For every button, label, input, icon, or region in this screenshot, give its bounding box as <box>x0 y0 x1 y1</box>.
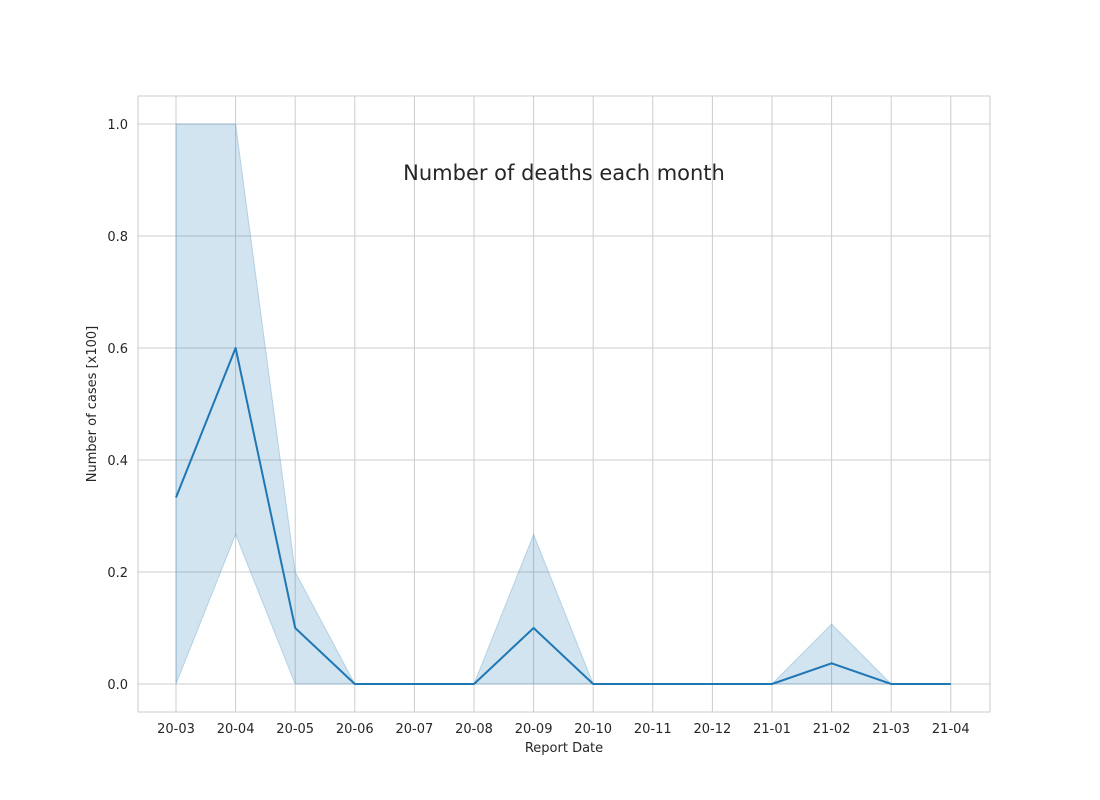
series-lines <box>175 347 951 685</box>
x-tick-label: 21-02 <box>813 722 851 737</box>
x-tick-label: 20-11 <box>634 722 672 737</box>
plot-area <box>137 95 991 713</box>
x-tick-label: 20-06 <box>336 722 374 737</box>
x-tick-label: 20-09 <box>515 722 553 737</box>
x-tick-label: 20-08 <box>455 722 493 737</box>
x-tick-label: 20-07 <box>396 722 434 737</box>
x-tick-label: 20-12 <box>694 722 732 737</box>
y-tick-label: 0.4 <box>107 454 128 469</box>
y-tick-label: 0.2 <box>107 566 128 581</box>
y-axis-label: Number of cases [x100] <box>85 326 100 482</box>
y-tick-label: 1.0 <box>107 118 128 133</box>
x-tick-label: 20-05 <box>276 722 314 737</box>
y-gridlines <box>138 123 990 685</box>
y-tick-labels: 0.0 0.2 0.4 0.6 0.8 1.0 <box>107 118 128 693</box>
series-line <box>175 347 951 685</box>
x-tick-labels: 20-03 20-04 20-05 20-06 20-07 20-08 20-09 20-10… <box>157 722 970 737</box>
x-gridlines <box>175 96 952 712</box>
chart-title: Number of deaths each month <box>403 161 725 185</box>
y-tick-label: 0.8 <box>107 230 128 245</box>
x-tick-label: 21-04 <box>932 722 970 737</box>
y-tick-label: 0.0 <box>107 678 128 693</box>
x-tick-label: 21-03 <box>872 722 910 737</box>
y-tick-label: 0.6 <box>107 342 128 357</box>
x-tick-label: 20-03 <box>157 722 195 737</box>
x-axis-label: Report Date <box>525 741 603 756</box>
x-tick-label: 20-10 <box>574 722 612 737</box>
x-tick-label: 20-04 <box>217 722 255 737</box>
x-tick-label: 21-01 <box>753 722 791 737</box>
